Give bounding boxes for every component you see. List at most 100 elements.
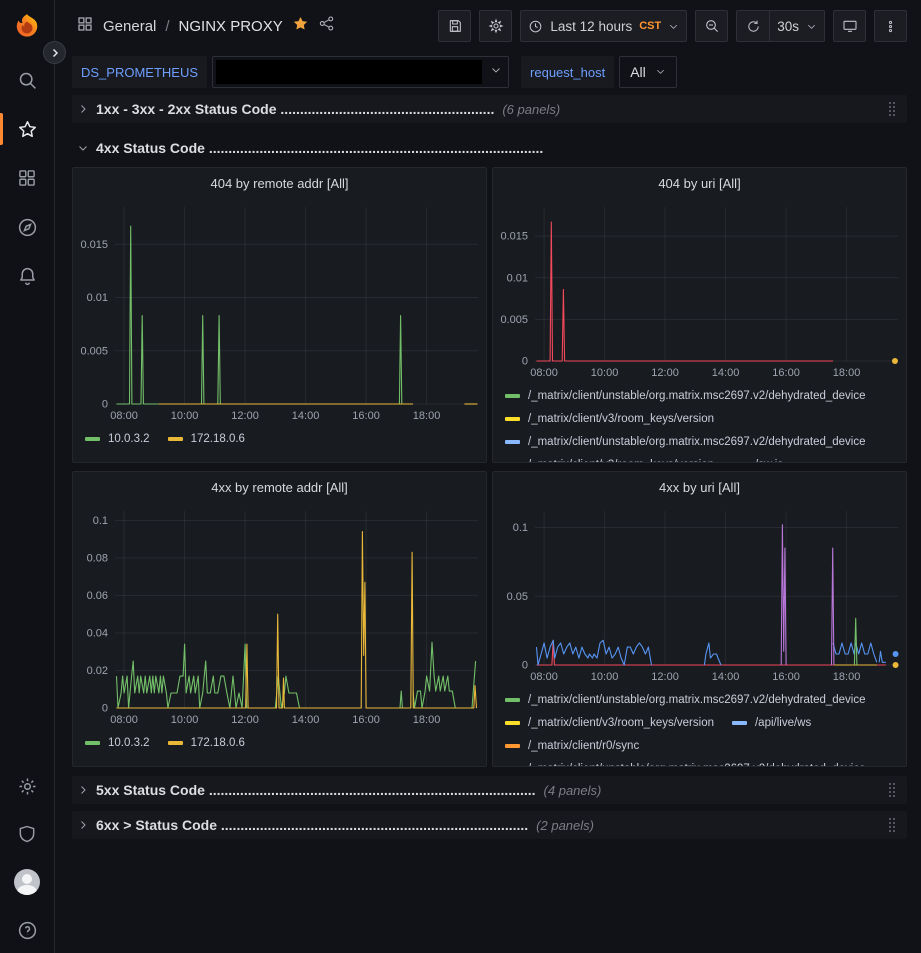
legend-row: /_matrix/client/v3/room_keys/version/sw.… (505, 453, 896, 463)
kebab-menu-button[interactable] (874, 10, 907, 42)
timezone-label: CST (639, 20, 662, 32)
panel-chart[interactable]: 0 0.05 0.1 08:00 10:00 12:00 14:00 16:00 18:00 (493, 503, 906, 685)
row-panel-count: (2 panels) (536, 817, 594, 833)
search-icon[interactable] (0, 69, 55, 91)
panel-title[interactable]: 4xx by remote addr [All] (211, 480, 348, 495)
zoom-out-button[interactable] (695, 10, 729, 42)
save-button[interactable] (438, 10, 472, 42)
panels-grid: 404 by remote addr [All] 0 0.005 0.01 0.015 0… (72, 167, 907, 767)
breadcrumb-section[interactable]: General (103, 17, 157, 35)
legend-item[interactable]: /_matrix/client/v3/room_keys/version (505, 717, 714, 729)
drag-handle-icon[interactable] (885, 779, 899, 801)
svg-text:0.015: 0.015 (500, 231, 528, 243)
row-header-5xx[interactable]: 5xx Status Code ........................… (72, 776, 907, 804)
help-icon[interactable] (0, 919, 55, 941)
legend-item[interactable]: 172.18.0.6 (167, 433, 245, 445)
legend-item[interactable]: /_matrix/client/r0/sync (505, 740, 639, 752)
favorite-star-icon[interactable] (292, 15, 309, 37)
row-panel-count: (6 panels) (502, 101, 561, 117)
panel-chart[interactable]: 0 0.005 0.01 0.015 08:00 10:00 12:00 14:00 16:00… (73, 199, 486, 424)
svg-text:12:00: 12:00 (651, 671, 679, 683)
time-range-picker[interactable]: Last 12 hours CST (520, 10, 688, 42)
svg-text:18:00: 18:00 (413, 410, 441, 422)
legend-row: /_matrix/client/unstable/org.matrix.msc2… (505, 430, 896, 453)
panel-4: 4xx by uri [All] 0 0.05 0.1 08:00 10:00 12:00 1… (492, 471, 907, 767)
variable-ds-prometheus: DS_PROMETHEUS (72, 56, 510, 88)
svg-text:08:00: 08:00 (110, 410, 138, 422)
shield-icon[interactable] (0, 823, 55, 845)
svg-text:16:00: 16:00 (352, 714, 380, 726)
sidebar-expand-button[interactable] (43, 41, 66, 64)
legend-row: /_matrix/client/v3/room_keys/version (505, 407, 896, 430)
legend-item[interactable]: /_matrix/client/unstable/org.matrix.msc2… (505, 763, 866, 767)
legend-swatch (167, 436, 183, 441)
legend-item[interactable]: /_matrix/client/v3/room_keys/version (505, 413, 714, 425)
sidebar-item-explore[interactable] (0, 216, 55, 238)
panel-chart[interactable]: 0 0.005 0.01 0.015 08:00 10:00 12:00 14:00 16:00… (493, 199, 906, 381)
tv-mode-button[interactable] (833, 10, 866, 42)
sidebar-item-alerting[interactable] (0, 265, 55, 287)
svg-text:12:00: 12:00 (651, 367, 679, 379)
legend-row: /_matrix/client/r0/sync (505, 734, 896, 757)
legend-item[interactable]: /_matrix/client/unstable/org.matrix.msc2… (505, 436, 866, 448)
legend-swatch (505, 743, 520, 748)
panel-chart[interactable]: 0 0.02 0.04 0.06 0.08 0.1 08:00 10:00 12:00 14:00… (73, 503, 486, 728)
legend-item[interactable]: /_matrix/client/v3/room_keys/version (505, 459, 714, 463)
legend-item[interactable]: /api/live/ws (731, 717, 811, 729)
drag-handle-icon[interactable] (885, 98, 899, 120)
svg-text:0.05: 0.05 (507, 591, 528, 603)
chevron-down-icon (77, 142, 89, 154)
svg-text:0.005: 0.005 (500, 314, 528, 326)
panel-title[interactable]: 404 by uri [All] (658, 176, 741, 191)
legend-label: /_matrix/client/unstable/org.matrix.msc2… (528, 389, 866, 402)
ds-prometheus-label[interactable]: DS_PROMETHEUS (72, 56, 208, 88)
panel-title[interactable]: 4xx by uri [All] (659, 480, 740, 495)
row-header-1xx-3xx-2xx[interactable]: 1xx - 3xx - 2xx Status Code ............… (72, 95, 907, 123)
legend-item[interactable]: /_matrix/client/unstable/org.matrix.msc2… (505, 390, 866, 402)
sidebar-item-starred[interactable] (0, 113, 55, 145)
drag-handle-icon[interactable] (885, 814, 899, 836)
svg-text:18:00: 18:00 (413, 714, 441, 726)
variables-bar: DS_PROMETHEUS request_host All (55, 52, 921, 92)
svg-text:0: 0 (102, 399, 108, 411)
svg-text:10:00: 10:00 (171, 410, 199, 422)
request-host-label[interactable]: request_host (521, 56, 615, 88)
request-host-value: All (630, 64, 646, 80)
ds-prometheus-value-dropdown[interactable] (212, 56, 510, 88)
legend-item[interactable]: /sw.js (732, 459, 783, 463)
legend-label: 172.18.0.6 (190, 736, 245, 749)
settings-button[interactable] (479, 10, 513, 42)
request-host-value-dropdown[interactable]: All (619, 56, 677, 88)
legend-item[interactable]: /_matrix/client/unstable/org.matrix.msc2… (505, 694, 866, 706)
legend-item[interactable]: 10.0.3.2 (85, 433, 150, 445)
refresh-button[interactable] (736, 10, 770, 42)
legend-swatch (505, 416, 520, 421)
row-header-6xx[interactable]: 6xx > Status Code ......................… (72, 811, 907, 839)
svg-text:08:00: 08:00 (530, 367, 558, 379)
row-title: 4xx Status Code ........................… (96, 140, 544, 156)
legend-item[interactable]: 10.0.3.2 (85, 737, 150, 749)
avatar[interactable] (0, 869, 55, 895)
svg-text:0.1: 0.1 (513, 522, 528, 534)
svg-text:18:00: 18:00 (833, 671, 861, 683)
svg-text:08:00: 08:00 (530, 671, 558, 683)
grafana-logo-icon[interactable] (12, 12, 42, 42)
dashboard-toolbar: General / NGINX PROXY L (55, 0, 921, 52)
sidebar-item-dashboards[interactable] (0, 167, 55, 189)
share-icon[interactable] (318, 15, 335, 37)
refresh-interval-dropdown[interactable]: 30s (769, 10, 825, 42)
legend-item[interactable]: 172.18.0.6 (167, 736, 245, 749)
svg-text:0.1: 0.1 (93, 515, 108, 527)
legend-row: 10.0.3.2 172.18.0.6 (85, 731, 476, 754)
svg-text:14:00: 14:00 (712, 367, 740, 379)
svg-text:0.01: 0.01 (87, 292, 108, 304)
panel-legend: /_matrix/client/unstable/org.matrix.msc2… (493, 685, 906, 766)
apps-grid-icon[interactable] (76, 15, 94, 38)
row-header-4xx[interactable]: 4xx Status Code ........................… (72, 134, 907, 162)
panel-title[interactable]: 404 by remote addr [All] (210, 176, 349, 191)
svg-text:0: 0 (522, 660, 528, 672)
gear-icon[interactable] (0, 775, 55, 797)
legend-label: /_matrix/client/unstable/org.matrix.msc2… (528, 763, 866, 767)
dashboard-title[interactable]: NGINX PROXY (178, 17, 283, 35)
